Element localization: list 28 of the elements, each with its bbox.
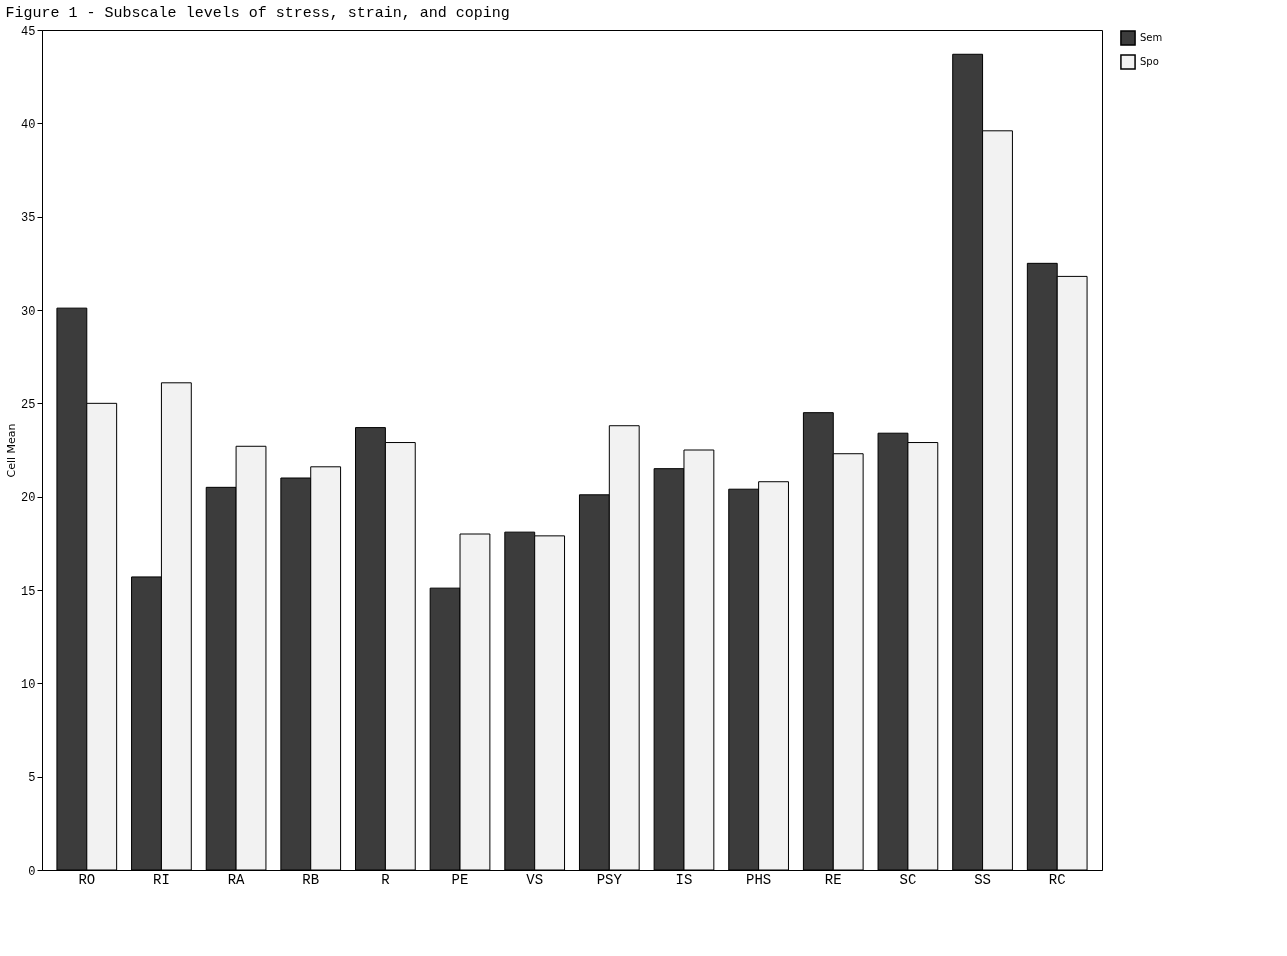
y-tick-label: 10 [21, 677, 36, 692]
y-tick-label: 40 [21, 117, 36, 132]
x-tick-label: RA [227, 871, 246, 888]
x-tick-label: RE [824, 871, 842, 888]
x-tick-label: IS [675, 871, 693, 888]
x-tick-label: RI [153, 871, 170, 888]
x-tick-label: R [381, 871, 391, 888]
x-tick-label: PSY [596, 871, 623, 888]
x-tick-label: PHS [746, 871, 772, 888]
y-tick-label: 45 [21, 24, 36, 39]
x-tick-label: PE [451, 871, 469, 888]
y-tick-label: 35 [21, 211, 36, 226]
x-tick-label: RB [302, 871, 320, 888]
x-tick-label: VS [526, 871, 544, 888]
y-axis-title: Cell Mean [5, 423, 19, 478]
y-tick-label: 20 [21, 491, 36, 506]
y-tick-label: 30 [21, 304, 36, 319]
x-tick-label: RC [1048, 871, 1066, 888]
y-tick-label: 15 [21, 584, 36, 599]
chart-title: Figure 1 - Subscale levels of stress, strain, and coping [5, 5, 510, 22]
x-tick-label: SS [974, 871, 991, 888]
y-tick-label: 5 [28, 771, 36, 786]
x-tick-label: SC [899, 871, 917, 888]
legend-label: Sem [1140, 32, 1163, 43]
x-tick-label: RO [78, 871, 96, 888]
y-tick-label: 0 [28, 864, 36, 879]
legend-label: Spo [1140, 56, 1159, 67]
y-tick-label: 25 [21, 397, 36, 412]
